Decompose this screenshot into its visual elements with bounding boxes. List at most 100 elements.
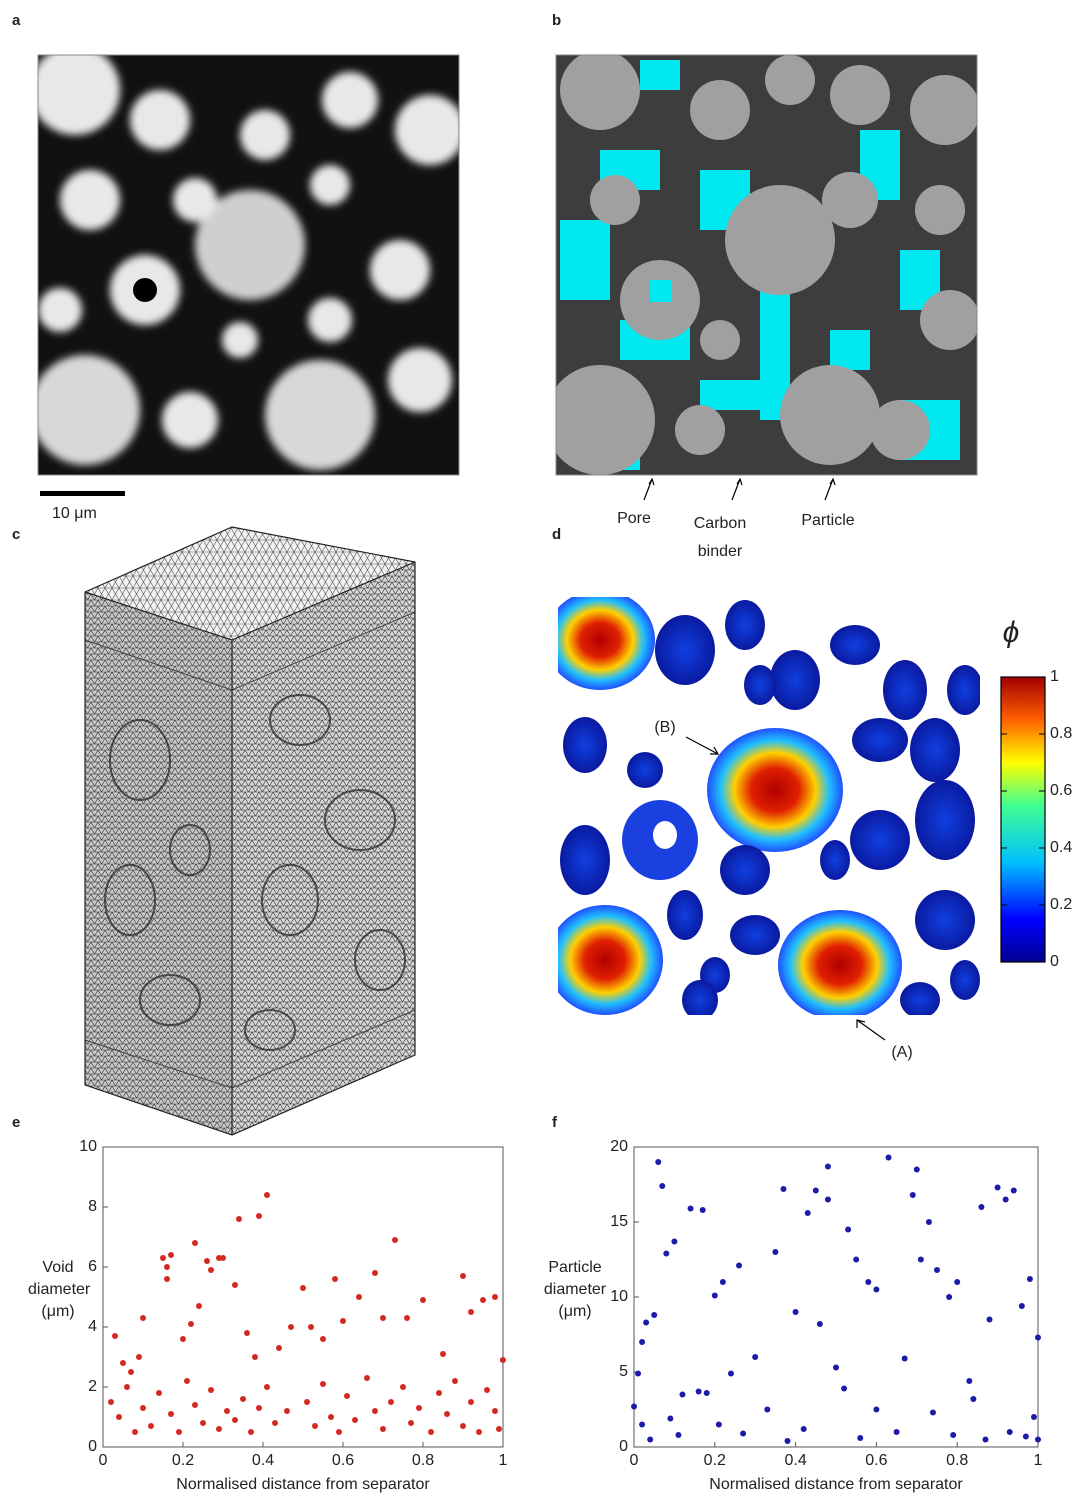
data-point xyxy=(800,1426,807,1432)
data-point xyxy=(917,1256,924,1263)
x-tick-label: 0.4 xyxy=(252,1452,274,1469)
data-point xyxy=(208,1387,214,1393)
data-point xyxy=(468,1309,474,1315)
data-point xyxy=(232,1417,238,1423)
data-point xyxy=(1026,1276,1033,1282)
data-point xyxy=(496,1426,502,1432)
data-point xyxy=(780,1186,787,1192)
data-point xyxy=(752,1354,759,1360)
colorbar-tick-label: 0 xyxy=(1050,953,1059,970)
data-point xyxy=(1006,1429,1013,1435)
data-point xyxy=(200,1420,206,1426)
data-point xyxy=(643,1319,650,1326)
panel-b-image xyxy=(556,55,977,475)
data-point xyxy=(764,1406,771,1413)
data-point xyxy=(248,1429,254,1435)
data-point xyxy=(845,1226,852,1233)
data-point xyxy=(492,1408,498,1414)
data-point xyxy=(675,1432,682,1438)
data-point xyxy=(966,1378,973,1384)
data-point xyxy=(240,1396,246,1402)
y-tick-label: 6 xyxy=(88,1258,97,1275)
data-point xyxy=(304,1399,310,1405)
data-point xyxy=(116,1414,122,1420)
data-point xyxy=(647,1436,654,1443)
data-point xyxy=(639,1339,646,1345)
x-tick-label: 0.6 xyxy=(332,1452,354,1469)
data-point xyxy=(380,1426,386,1432)
data-point xyxy=(176,1429,182,1435)
panel-label: c xyxy=(12,526,21,543)
data-point xyxy=(204,1258,210,1264)
data-point xyxy=(404,1315,410,1321)
data-point xyxy=(865,1279,872,1285)
data-point xyxy=(687,1205,694,1212)
data-point xyxy=(994,1184,1001,1191)
data-point xyxy=(901,1355,908,1362)
data-point xyxy=(719,1279,726,1285)
data-point xyxy=(667,1415,674,1422)
data-point xyxy=(256,1405,262,1411)
x-axis-label: Normalised distance from separator xyxy=(176,1476,430,1493)
data-point xyxy=(128,1369,134,1375)
data-point xyxy=(168,1411,174,1417)
data-point xyxy=(679,1391,686,1398)
data-point xyxy=(320,1336,326,1342)
panel-label: a xyxy=(12,12,21,29)
data-point xyxy=(208,1267,214,1273)
y-axis-label: Void diameter (μm) xyxy=(28,1259,91,1320)
data-point xyxy=(444,1411,450,1417)
data-point xyxy=(400,1384,406,1390)
data-point xyxy=(934,1267,940,1273)
data-point xyxy=(740,1430,747,1437)
material-label: Carbon binder xyxy=(693,515,747,560)
x-tick-label: 0 xyxy=(99,1452,108,1469)
data-point xyxy=(332,1276,338,1282)
data-point xyxy=(913,1166,920,1173)
data-point xyxy=(108,1399,114,1405)
data-point xyxy=(288,1324,294,1330)
y-axis-label: Particle diameter (μm) xyxy=(543,1259,607,1320)
panel-a-image xyxy=(38,55,459,475)
scale-bar xyxy=(40,491,125,496)
data-point xyxy=(772,1249,779,1255)
data-point xyxy=(284,1408,290,1414)
x-tick-label: 1 xyxy=(1034,1452,1043,1469)
data-point xyxy=(635,1370,642,1377)
data-point xyxy=(946,1294,953,1300)
data-point xyxy=(873,1286,880,1293)
data-point xyxy=(140,1405,146,1411)
data-point xyxy=(816,1321,823,1327)
y-tick-label: 5 xyxy=(619,1363,628,1380)
data-point xyxy=(164,1276,170,1282)
panel-label: f xyxy=(552,1114,557,1131)
data-point xyxy=(639,1421,646,1428)
y-tick-label: 10 xyxy=(79,1138,97,1155)
annotation-arrows xyxy=(685,736,886,1041)
data-point xyxy=(356,1294,362,1300)
data-point xyxy=(192,1402,198,1408)
data-point xyxy=(841,1385,848,1392)
data-point xyxy=(655,1159,662,1165)
data-point xyxy=(909,1192,916,1198)
colorbar-tick-label: 1 xyxy=(1050,668,1059,685)
scale-bar-label: 10 μm xyxy=(52,505,97,522)
data-point xyxy=(736,1262,743,1269)
data-point xyxy=(925,1219,932,1225)
data-point xyxy=(148,1423,154,1429)
data-point xyxy=(380,1315,386,1321)
data-point xyxy=(120,1360,126,1366)
data-point xyxy=(136,1354,142,1360)
data-point xyxy=(168,1252,174,1258)
plot-frame-e xyxy=(102,1146,504,1448)
data-point xyxy=(220,1255,226,1261)
data-point xyxy=(873,1406,880,1413)
data-point xyxy=(833,1364,839,1371)
data-point xyxy=(715,1421,722,1428)
data-point xyxy=(651,1312,658,1318)
data-point xyxy=(232,1282,238,1288)
colorbar-tick-label: 0.6 xyxy=(1050,782,1072,799)
data-point xyxy=(1002,1196,1009,1203)
data-point xyxy=(492,1294,498,1300)
data-point xyxy=(300,1285,306,1291)
